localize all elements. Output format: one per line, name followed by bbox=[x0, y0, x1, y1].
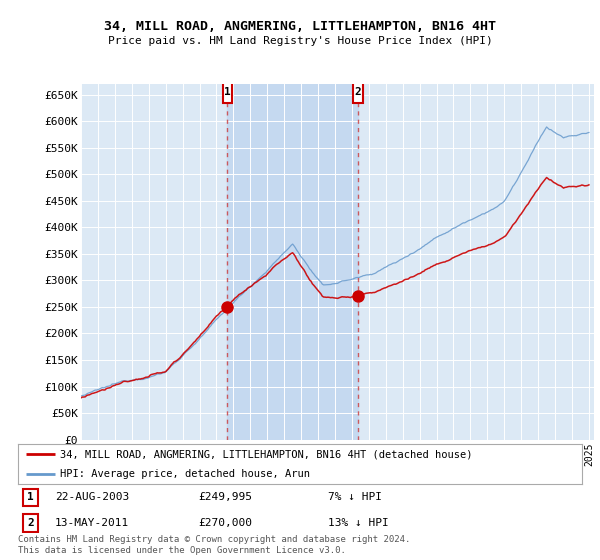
Text: £270,000: £270,000 bbox=[199, 518, 253, 528]
Text: 34, MILL ROAD, ANGMERING, LITTLEHAMPTON, BN16 4HT: 34, MILL ROAD, ANGMERING, LITTLEHAMPTON,… bbox=[104, 20, 496, 32]
Text: Contains HM Land Registry data © Crown copyright and database right 2024.
This d: Contains HM Land Registry data © Crown c… bbox=[18, 535, 410, 555]
Text: Price paid vs. HM Land Registry's House Price Index (HPI): Price paid vs. HM Land Registry's House … bbox=[107, 36, 493, 46]
FancyBboxPatch shape bbox=[23, 514, 38, 532]
Text: HPI: Average price, detached house, Arun: HPI: Average price, detached house, Arun bbox=[60, 469, 310, 479]
Text: 7% ↓ HPI: 7% ↓ HPI bbox=[328, 492, 382, 502]
Text: 1: 1 bbox=[27, 492, 34, 502]
Text: 1: 1 bbox=[224, 87, 231, 97]
Bar bbox=[227, 84, 358, 440]
Text: 13-MAY-2011: 13-MAY-2011 bbox=[55, 518, 129, 528]
FancyBboxPatch shape bbox=[23, 488, 38, 506]
FancyBboxPatch shape bbox=[353, 81, 363, 102]
Text: £249,995: £249,995 bbox=[199, 492, 253, 502]
Text: 13% ↓ HPI: 13% ↓ HPI bbox=[328, 518, 389, 528]
Text: 22-AUG-2003: 22-AUG-2003 bbox=[55, 492, 129, 502]
FancyBboxPatch shape bbox=[223, 81, 232, 102]
Text: 34, MILL ROAD, ANGMERING, LITTLEHAMPTON, BN16 4HT (detached house): 34, MILL ROAD, ANGMERING, LITTLEHAMPTON,… bbox=[60, 449, 473, 459]
Text: 2: 2 bbox=[27, 518, 34, 528]
Text: 2: 2 bbox=[355, 87, 361, 97]
